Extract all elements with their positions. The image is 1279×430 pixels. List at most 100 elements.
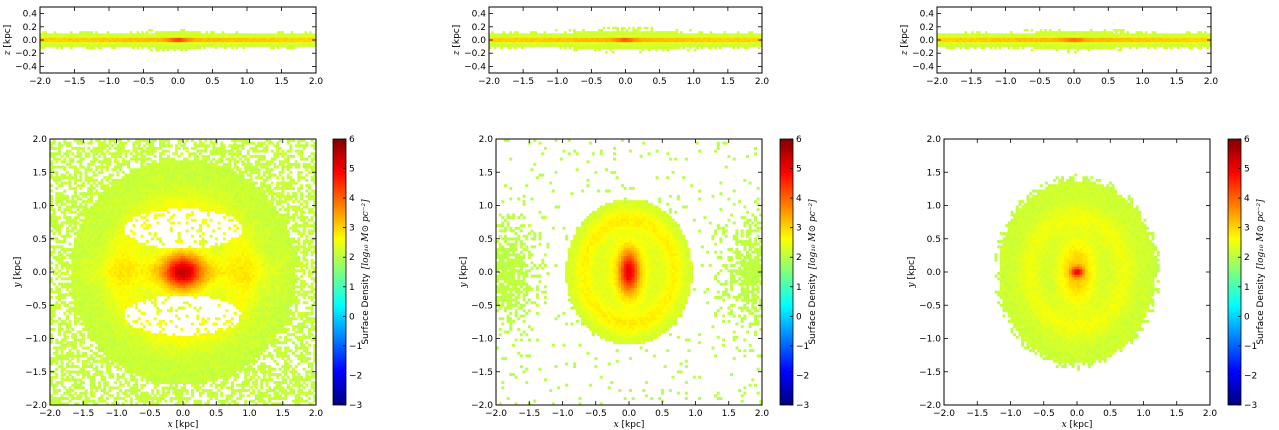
density-cell bbox=[270, 210, 274, 214]
density-cell bbox=[92, 205, 96, 209]
density-cell bbox=[84, 173, 88, 177]
density-cell bbox=[100, 178, 104, 182]
density-cell bbox=[169, 248, 173, 252]
density-cell bbox=[159, 274, 163, 278]
density-cell bbox=[276, 232, 280, 236]
density-cell bbox=[105, 279, 109, 283]
density-cell bbox=[198, 287, 202, 291]
density-cell bbox=[214, 173, 218, 177]
density-cell bbox=[129, 168, 133, 172]
density-cell bbox=[206, 162, 210, 166]
density-cell bbox=[236, 152, 240, 156]
density-cell bbox=[151, 152, 155, 156]
density-cell bbox=[164, 149, 168, 153]
density-cell bbox=[153, 139, 157, 142]
density-cell bbox=[169, 162, 173, 166]
density-cell bbox=[270, 224, 274, 228]
density-cell bbox=[129, 287, 133, 291]
density-cell bbox=[108, 216, 112, 220]
density-cell bbox=[95, 287, 99, 291]
density-cell bbox=[193, 184, 197, 188]
density-cell bbox=[60, 293, 64, 297]
density-cell bbox=[175, 168, 178, 172]
density-cell bbox=[81, 258, 85, 262]
density-cell bbox=[257, 186, 261, 190]
density-cell bbox=[286, 197, 290, 201]
density-cell bbox=[124, 285, 128, 289]
density-cell bbox=[60, 181, 64, 185]
density-cell bbox=[119, 229, 123, 233]
density-cell bbox=[308, 154, 311, 158]
density-cell bbox=[183, 162, 186, 166]
density-cell bbox=[108, 274, 112, 278]
density-cell bbox=[212, 248, 216, 252]
density-cell bbox=[206, 168, 210, 172]
density-cell bbox=[50, 184, 53, 188]
density-cell bbox=[132, 240, 136, 244]
density-cell bbox=[73, 216, 77, 220]
density-cell bbox=[113, 146, 117, 150]
density-cell bbox=[81, 261, 85, 265]
density-cell bbox=[124, 266, 128, 270]
density-cell bbox=[281, 234, 285, 238]
density-cell bbox=[111, 311, 115, 315]
density-cell bbox=[302, 301, 306, 305]
density-cell bbox=[270, 157, 274, 161]
density-cell bbox=[225, 192, 229, 196]
density-cell bbox=[289, 176, 293, 180]
density-cell bbox=[113, 237, 117, 241]
density-cell bbox=[156, 277, 160, 281]
density-cell bbox=[292, 248, 296, 252]
density-cell bbox=[71, 186, 75, 190]
density-cell bbox=[100, 250, 104, 254]
density-cell bbox=[254, 205, 258, 209]
density-cell bbox=[121, 298, 125, 302]
density-cell bbox=[132, 200, 136, 204]
density-cell bbox=[103, 197, 107, 201]
density-cell bbox=[270, 250, 274, 254]
density-cell bbox=[169, 168, 173, 172]
density-cell bbox=[254, 194, 258, 198]
density-cell bbox=[214, 317, 218, 321]
density-cell bbox=[300, 208, 303, 212]
density-cell bbox=[159, 176, 163, 180]
density-cell bbox=[50, 197, 53, 201]
density-cell bbox=[81, 226, 85, 230]
density-cell bbox=[111, 194, 115, 198]
density-cell bbox=[156, 285, 160, 289]
density-cell bbox=[302, 242, 306, 246]
density-cell bbox=[233, 285, 237, 289]
density-cell bbox=[89, 245, 93, 249]
density-cell bbox=[137, 178, 141, 182]
density-cell bbox=[276, 149, 280, 153]
density-cell bbox=[260, 261, 264, 265]
density-cell bbox=[60, 253, 64, 257]
density-cell bbox=[132, 184, 136, 188]
density-cell bbox=[201, 269, 205, 273]
density-cell bbox=[55, 202, 59, 206]
density-cell bbox=[284, 194, 288, 198]
density-cell bbox=[161, 200, 165, 204]
density-cell bbox=[220, 250, 224, 254]
density-cell bbox=[135, 213, 139, 217]
density-cell bbox=[100, 309, 104, 313]
density-cell bbox=[260, 314, 264, 318]
density-cell bbox=[151, 237, 155, 241]
density-cell bbox=[143, 277, 147, 281]
density-cell bbox=[63, 210, 67, 214]
density-cell bbox=[129, 197, 133, 201]
density-cell bbox=[260, 200, 264, 204]
density-cell bbox=[188, 194, 192, 198]
density-cell bbox=[196, 168, 200, 172]
density-cell bbox=[257, 309, 261, 313]
density-cell bbox=[124, 242, 128, 246]
density-cell bbox=[103, 293, 107, 297]
density-cell bbox=[116, 245, 120, 249]
density-cell bbox=[89, 141, 93, 145]
density-cell bbox=[206, 279, 210, 283]
density-cell bbox=[145, 277, 149, 281]
density-cell bbox=[164, 168, 168, 172]
density-cell bbox=[57, 144, 61, 148]
density-cell bbox=[230, 274, 234, 278]
density-cell bbox=[129, 240, 133, 244]
